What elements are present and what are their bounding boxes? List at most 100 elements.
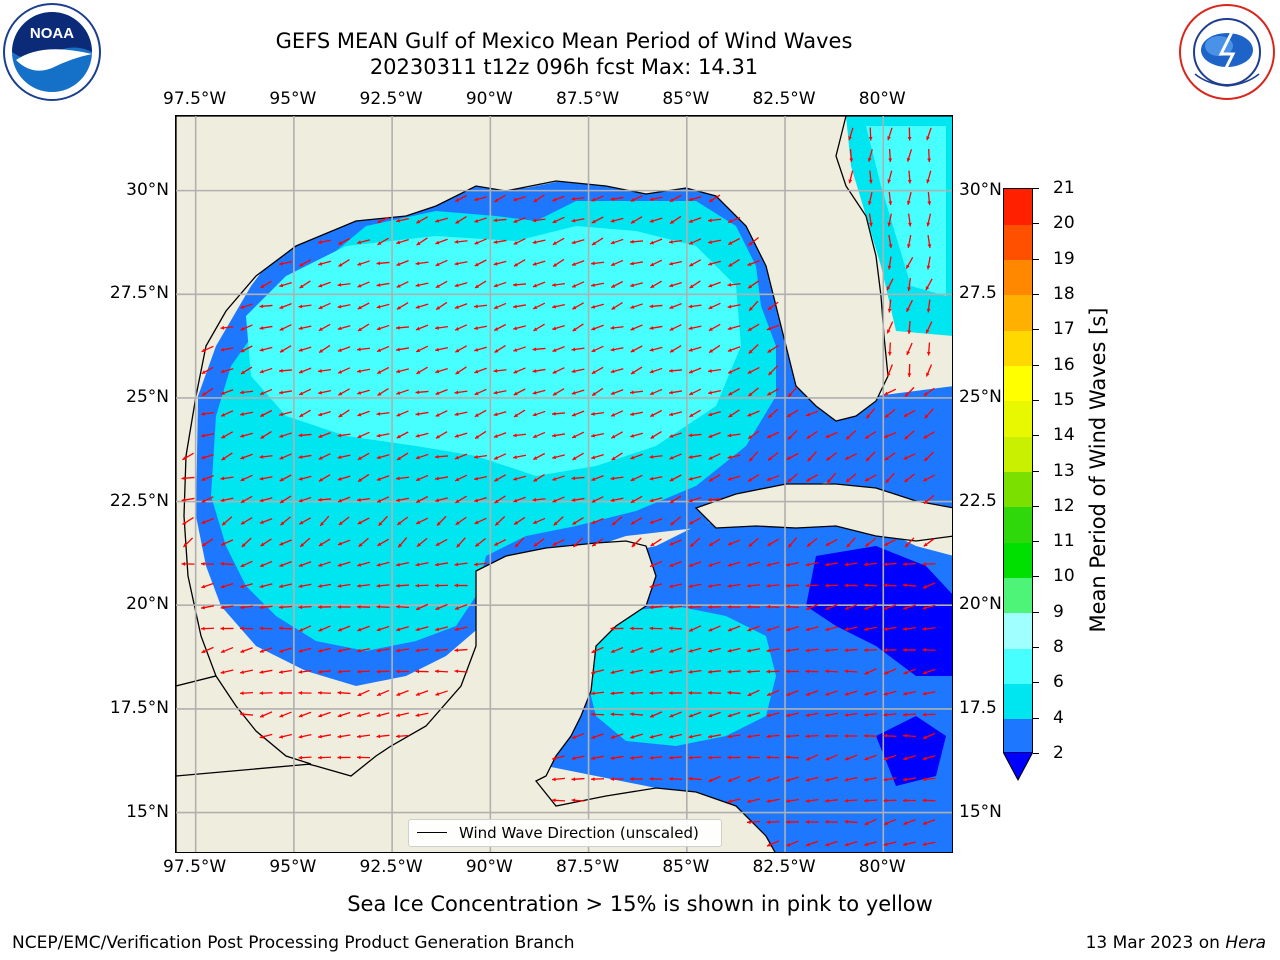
wave-direction-arrow — [748, 344, 759, 354]
lon-tick-bottom: 97.5°W — [163, 857, 227, 877]
colorbar-tick-label: 20 — [1053, 213, 1075, 234]
wave-direction-arrow — [883, 431, 897, 439]
wave-direction-arrow — [747, 323, 760, 332]
wave-direction-arrow — [493, 281, 507, 288]
wave-direction-arrow — [649, 605, 663, 610]
wave-direction-arrow — [825, 452, 838, 461]
colorbar-segment — [1004, 224, 1032, 261]
wave-direction-arrow — [551, 433, 566, 438]
wave-direction-arrow — [260, 538, 272, 547]
wave-direction-arrow — [220, 669, 234, 675]
wave-direction-arrow — [629, 691, 644, 696]
wave-direction-arrow — [668, 669, 683, 674]
wave-direction-arrow — [396, 410, 409, 417]
colorbar-tickmark — [1033, 399, 1039, 401]
wave-direction-arrow — [454, 194, 468, 203]
wave-direction-arrow — [727, 282, 741, 287]
atlantic-core — [866, 126, 946, 296]
wave-direction-arrow — [278, 368, 293, 373]
wave-direction-arrow — [807, 451, 817, 462]
wave-direction-arrow — [669, 432, 682, 438]
wave-direction-arrow — [493, 239, 507, 244]
wave-direction-arrow — [298, 561, 312, 567]
wave-direction-arrow — [571, 239, 585, 245]
wave-direction-arrow — [786, 625, 799, 632]
wave-direction-arrow — [415, 390, 429, 395]
wave-direction-arrow — [220, 646, 234, 654]
wave-direction-arrow — [926, 213, 932, 227]
wave-direction-arrow — [825, 754, 838, 761]
wave-direction-arrow — [377, 388, 389, 396]
wave-direction-arrow — [610, 368, 624, 374]
graticule — [176, 116, 952, 852]
wave-direction-arrow — [415, 345, 429, 353]
wave-direction-arrow — [376, 475, 390, 481]
lon-tick-bottom: 95°W — [269, 857, 317, 877]
wave-direction-arrow — [805, 583, 819, 588]
wave-direction-arrow — [707, 755, 722, 760]
wave-direction-arrow — [239, 626, 254, 631]
wave-direction-arrow — [513, 388, 526, 396]
wave-direction-arrow — [922, 777, 936, 782]
colorbar-tickmark — [1033, 258, 1039, 260]
wave-direction-arrow — [298, 496, 312, 503]
wave-direction-arrow — [611, 302, 623, 310]
wave-direction-arrow — [825, 603, 838, 611]
wave-direction-arrow — [766, 475, 780, 481]
wave-direction-arrow — [182, 517, 194, 525]
wave-direction-arrow — [298, 517, 312, 525]
wave-direction-arrow — [572, 517, 584, 525]
wave-direction-arrow — [844, 840, 858, 847]
wave-direction-arrow — [396, 669, 409, 674]
wave-direction-arrow — [454, 604, 468, 610]
wave-direction-arrow — [396, 690, 409, 696]
wave-direction-arrow — [806, 430, 818, 440]
colorbar-tick-label: 17 — [1053, 319, 1075, 340]
wave-direction-arrow — [591, 387, 604, 397]
lat-tick-right: 20°N — [959, 594, 1002, 615]
colorbar-tickmark — [1033, 541, 1039, 543]
land-masses — [176, 116, 952, 852]
wave-direction-arrow — [927, 234, 932, 249]
wave-direction-arrow — [221, 516, 233, 526]
credit-text: NCEP/EMC/Verification Post Processing Pr… — [12, 933, 575, 953]
wave-direction-arrow — [610, 755, 624, 760]
wave-direction-arrow — [239, 411, 254, 416]
wave-direction-arrow — [220, 347, 234, 352]
wave-direction-arrow — [883, 538, 897, 547]
wave-direction-arrow — [883, 777, 897, 782]
wave-direction-arrow — [922, 732, 936, 740]
wave-direction-arrow — [337, 690, 351, 695]
wave-direction-arrow — [317, 605, 332, 609]
wave-direction-arrow — [649, 647, 663, 653]
wave-direction-arrow — [844, 562, 858, 567]
wave-direction-arrow — [337, 346, 351, 352]
colorbar-tick-label: 13 — [1053, 460, 1075, 481]
wave-direction-arrow — [787, 386, 798, 398]
wave-direction-arrow — [708, 474, 721, 482]
wave-direction-arrow — [727, 798, 741, 804]
wave-direction-arrow — [454, 432, 468, 438]
wave-direction-arrow — [883, 798, 897, 803]
colorbar-segment — [1004, 471, 1032, 508]
lat-tick-right: 17.5 — [959, 697, 997, 718]
wave-direction-arrow — [220, 410, 234, 417]
wave-direction-arrow — [902, 648, 917, 652]
colorbar-tick-label: 6 — [1053, 672, 1064, 693]
wave-direction-arrow — [708, 389, 721, 395]
wave-direction-arrow — [630, 733, 643, 739]
wave-direction-arrow — [376, 583, 390, 588]
wave-direction-arrow — [708, 410, 721, 417]
wave-direction-arrow — [513, 217, 526, 223]
wave-direction-arrow — [494, 194, 506, 203]
wave-direction-arrow — [748, 236, 759, 247]
wave-direction-arrow — [357, 389, 370, 395]
wave-direction-arrow — [182, 537, 194, 548]
wave-direction-arrow — [474, 217, 487, 223]
wave-direction-arrow — [669, 561, 682, 567]
wave-direction-arrow — [337, 711, 351, 718]
wave-direction-arrow — [337, 237, 351, 246]
wave-direction-arrow — [571, 218, 585, 223]
wave-direction-arrow — [747, 712, 760, 718]
wave-direction-arrow — [707, 734, 722, 739]
